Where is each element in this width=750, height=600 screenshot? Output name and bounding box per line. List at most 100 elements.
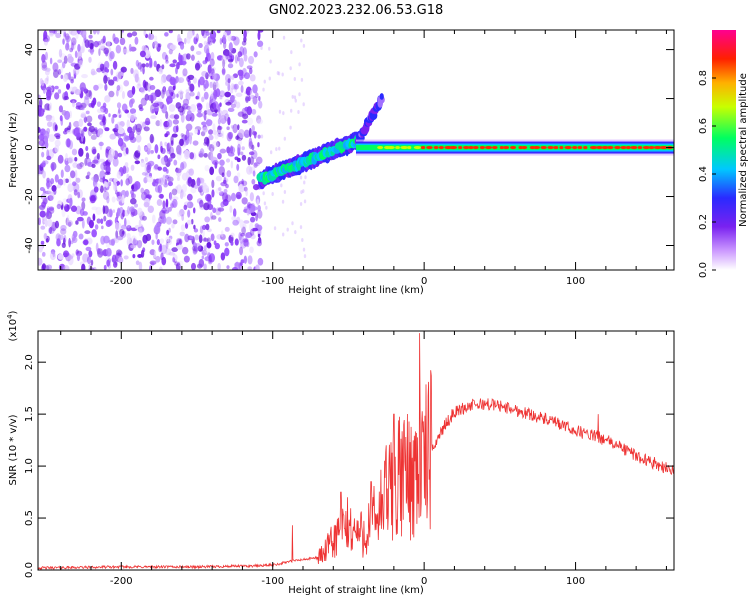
carrier-peak xyxy=(637,145,643,150)
noise-speckle xyxy=(251,206,258,211)
noise-speckle xyxy=(54,174,59,183)
noise-speckle xyxy=(80,114,86,119)
noise-speckle xyxy=(248,151,255,156)
noise-speckle xyxy=(256,209,263,219)
noise-speckle xyxy=(124,217,127,227)
noise-speckle xyxy=(72,162,78,168)
noise-speckle xyxy=(186,201,194,209)
noise-speckle xyxy=(48,206,55,211)
noise-speckle xyxy=(224,91,231,98)
noise-speckle xyxy=(203,113,207,121)
noise-speckle xyxy=(60,66,64,74)
noise-speckle xyxy=(189,136,192,145)
noise-speckle xyxy=(208,134,214,141)
noise-speckle xyxy=(260,45,263,50)
noise-speckle xyxy=(119,37,126,46)
noise-speckle xyxy=(49,191,55,202)
noise-speckle xyxy=(131,184,135,190)
noise-speckle xyxy=(101,225,104,230)
noise-speckle xyxy=(251,227,259,232)
noise-speckle xyxy=(55,32,62,39)
noise-speckle xyxy=(129,136,137,143)
noise-speckle xyxy=(113,37,120,44)
noise-speckle xyxy=(126,225,132,232)
noise-speckle xyxy=(222,49,230,57)
noise-speckle xyxy=(48,102,52,111)
noise-speckle xyxy=(67,183,74,193)
noise-speckle xyxy=(251,108,257,115)
noise-speckle xyxy=(180,133,184,137)
noise-speckle xyxy=(56,203,62,210)
carrier-peak xyxy=(463,145,470,150)
noise-speckle xyxy=(168,85,173,93)
noise-speckle xyxy=(58,48,63,58)
noise-speckle xyxy=(182,68,188,77)
noise-speckle xyxy=(140,187,145,194)
noise-speckle xyxy=(190,103,197,113)
spectrogram-xtick-label: -200 xyxy=(110,276,133,287)
noise-speckle xyxy=(106,76,111,82)
noise-speckle xyxy=(105,243,110,248)
noise-speckle xyxy=(109,133,116,140)
noise-speckle xyxy=(38,126,41,134)
noise-speckle xyxy=(183,204,188,211)
noise-speckle xyxy=(85,110,90,115)
noise-speckle xyxy=(43,232,47,240)
carrier-peak xyxy=(387,145,395,150)
colorbar-label: Normalized spectral amplitude xyxy=(738,73,749,227)
noise-speckle xyxy=(54,220,60,229)
spectrogram-ylabel: Frequency (Hz) xyxy=(8,112,19,188)
noise-speckle xyxy=(140,160,146,168)
noise-speckle xyxy=(66,129,73,134)
noise-speckle xyxy=(187,209,191,218)
noise-speckle xyxy=(78,147,84,157)
noise-speckle xyxy=(176,62,180,70)
noise-speckle xyxy=(235,191,242,200)
noise-speckle xyxy=(176,93,179,98)
snr-panel: -200 -100 0 100 0.0 0.5 1.0 1.5 2.0 Height of st… xyxy=(6,310,675,596)
noise-speckle xyxy=(203,202,210,211)
noise-speckle xyxy=(88,102,94,108)
noise-speckle xyxy=(206,237,211,244)
carrier-peak xyxy=(601,145,609,150)
noise-speckle xyxy=(201,121,207,126)
noise-speckle xyxy=(212,90,218,97)
noise-speckle xyxy=(46,207,50,218)
noise-speckle xyxy=(99,158,105,163)
noise-speckle xyxy=(189,235,194,240)
noise-speckle xyxy=(297,109,300,114)
noise-speckle xyxy=(75,177,81,183)
colorbar-tick-label: 0.6 xyxy=(698,118,709,134)
noise-speckle xyxy=(56,184,61,189)
spectrogram-ytick-label: 40 xyxy=(24,43,35,56)
noise-speckle xyxy=(194,184,199,189)
noise-speckle xyxy=(151,109,156,114)
noise-speckle xyxy=(161,215,167,224)
noise-speckle xyxy=(106,209,113,218)
noise-speckle xyxy=(221,54,228,65)
noise-speckle xyxy=(189,91,195,97)
carrier-peak xyxy=(540,145,547,150)
noise-speckle xyxy=(154,144,159,154)
noise-speckle xyxy=(144,156,149,163)
noise-speckle xyxy=(135,260,140,266)
noise-speckle xyxy=(192,242,198,249)
noise-speckle xyxy=(243,239,249,247)
noise-speckle xyxy=(87,256,92,265)
noise-speckle xyxy=(39,210,46,218)
noise-speckle xyxy=(205,72,209,80)
noise-speckle xyxy=(161,64,165,70)
noise-speckle xyxy=(239,151,244,156)
noise-speckle xyxy=(61,242,66,249)
noise-speckle xyxy=(50,178,55,185)
noise-speckle xyxy=(165,216,173,225)
noise-speckle xyxy=(70,37,77,46)
snr-ytick-label: 0.0 xyxy=(24,562,35,578)
noise-speckle xyxy=(160,252,164,261)
noise-speckle xyxy=(120,212,124,220)
noise-speckle xyxy=(194,242,202,251)
noise-speckle xyxy=(160,156,168,166)
noise-speckle xyxy=(186,110,192,118)
noise-speckle xyxy=(149,149,154,155)
noise-speckle xyxy=(256,198,260,206)
